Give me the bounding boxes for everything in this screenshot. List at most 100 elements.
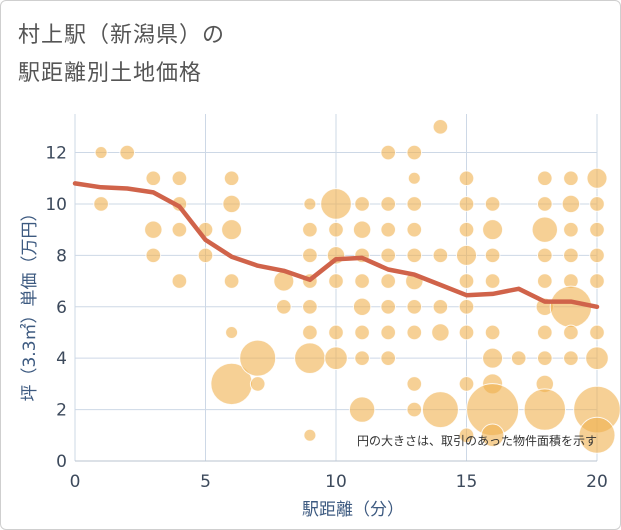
bubble-point [484,273,501,289]
bubble-point [563,350,579,366]
bubble-point [380,196,397,212]
bubble-point [144,220,163,239]
bubble-point [458,298,475,315]
bubble-point [589,196,605,212]
bubble-point [484,247,501,264]
bubble-point [421,391,459,429]
x-tick-label: 15 [456,472,478,492]
bubble-point [432,247,449,264]
y-tick-label: 4 [56,349,67,369]
bubble-point [354,350,370,366]
bubble-point [484,324,501,341]
bubble-point [458,196,475,212]
bubble-point [578,416,616,454]
bubble-point [302,324,318,341]
y-axis-label: 坪（3.3㎡）単価（万円） [20,204,40,401]
bubble-point [406,324,423,341]
bubble-point [585,346,609,370]
bubble-point [302,298,318,315]
bubble-point [303,428,317,442]
bubble-point [458,170,475,187]
x-axis-label: 駅距離（分） [302,500,404,520]
average-line-layer [72,181,600,310]
bubble-point [171,273,188,289]
bubble-point [171,221,188,238]
bubble-point [249,376,266,392]
x-tick-label: 5 [200,472,211,492]
bubble-point [380,144,397,161]
bubble-point [458,324,475,341]
bubble-point [380,298,397,315]
bubble-point [561,194,581,214]
bubble-point [537,273,553,289]
bubble-point [458,427,475,444]
bubble-point [94,146,108,160]
bubble-point [563,221,579,238]
bubble-point [380,324,397,341]
y-tick-label: 0 [56,452,67,472]
bubble-point [537,247,553,264]
bubble-point [303,197,317,211]
bubble-point [276,298,292,315]
bubble-point [458,221,475,238]
bubble-point [406,221,423,238]
bubble-point [563,247,579,264]
bubble-point [221,219,243,241]
bubble-point [589,273,605,289]
bubble-point [563,170,579,187]
bubble-point [458,273,475,289]
bubble-point [537,196,553,212]
bubble-point [482,219,504,241]
bubble-point [531,216,558,243]
tick-labels: 0 5 10 15 20 0 2 4 6 8 10 12 [45,144,607,492]
y-tick-label: 10 [45,195,67,215]
bubble-point [406,401,423,418]
bubble-point [324,346,348,370]
bubble-point [407,171,421,185]
bubble-point [458,376,475,392]
bubble-point [354,273,370,289]
bubble-point [537,350,553,366]
bubble-point [119,144,135,161]
bubble-point [348,396,376,423]
bubble-point [406,247,423,264]
bubble-point [484,196,501,212]
bubble-point [537,170,553,187]
y-tick-label: 6 [56,298,67,318]
bubble-point [432,119,449,135]
bubble-point [589,324,605,341]
bubble-layer [93,119,620,454]
bubble-point [294,342,326,374]
bubble-point [223,273,240,289]
bubble-point [406,298,423,315]
bubble-point [589,221,605,238]
bubble-point [223,170,240,187]
bubble-point [328,221,344,238]
bubble-point [523,388,566,431]
bubble-point [406,376,423,392]
bubble-point [171,170,188,187]
bubble-point [431,323,450,342]
bubble-point [510,350,527,366]
bubble-point [352,297,372,316]
bubble-point [320,188,352,220]
chart-title-line1: 村上駅（新潟県）の [18,23,226,48]
bubble-point [239,339,277,377]
bubble-point [380,273,397,289]
bubble-point [380,247,397,264]
bubble-point [328,273,344,289]
y-tick-label: 8 [56,246,67,266]
bubble-point [432,298,449,315]
bubble-point [406,144,423,161]
bubble-point [563,324,579,341]
bubble-point [354,196,370,212]
bubble-point [352,220,372,239]
bubble-point [537,324,553,341]
y-tick-label: 12 [45,144,67,164]
x-tick-label: 10 [325,472,347,492]
y-tick-label: 2 [56,401,67,421]
bubble-point [586,167,608,189]
x-tick-label: 0 [70,472,81,492]
bubble-point [197,247,214,264]
